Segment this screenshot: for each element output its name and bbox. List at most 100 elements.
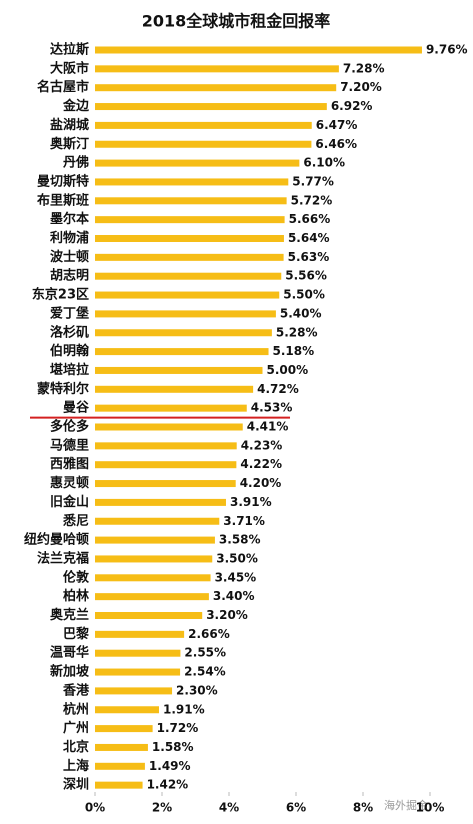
y-tick-label: 蒙特利尔 bbox=[37, 381, 89, 397]
y-tick-label: 法兰克福 bbox=[37, 550, 89, 566]
y-tick-label: 爱丁堡 bbox=[50, 305, 89, 321]
y-tick-label: 洛杉矶 bbox=[50, 324, 89, 340]
value-label: 6.47% bbox=[316, 118, 358, 132]
bar bbox=[95, 781, 143, 789]
bar bbox=[95, 442, 237, 450]
value-label: 3.58% bbox=[219, 533, 261, 547]
bar bbox=[95, 536, 215, 544]
y-tick-label: 盐湖城 bbox=[50, 117, 89, 133]
y-tick-label: 曼切斯特 bbox=[37, 173, 89, 189]
bar bbox=[95, 272, 282, 280]
bar bbox=[95, 235, 284, 242]
value-label: 7.20% bbox=[340, 80, 382, 94]
bar bbox=[95, 197, 287, 205]
bar bbox=[95, 593, 209, 601]
value-label: 2.66% bbox=[188, 627, 230, 641]
y-tick-label: 墨尔本 bbox=[50, 211, 89, 227]
x-tick-label: 0% bbox=[85, 801, 105, 815]
bar bbox=[95, 612, 203, 619]
x-tick-label: 2% bbox=[152, 801, 172, 815]
value-label: 5.18% bbox=[273, 344, 315, 358]
y-tick-label: 北京 bbox=[63, 739, 89, 755]
value-label: 1.91% bbox=[163, 702, 205, 716]
y-tick-label: 悉尼 bbox=[62, 513, 89, 529]
value-label: 1.58% bbox=[152, 740, 194, 754]
bar bbox=[95, 649, 181, 657]
y-tick-label: 奥斯汀 bbox=[50, 136, 89, 152]
bar bbox=[95, 84, 337, 92]
y-tick-label: 名古屋市 bbox=[37, 79, 89, 95]
bar bbox=[95, 706, 159, 714]
bar bbox=[95, 461, 237, 469]
bar bbox=[95, 159, 300, 167]
value-label: 5.72% bbox=[291, 193, 333, 207]
value-label: 2.55% bbox=[184, 646, 226, 660]
y-tick-label: 香港 bbox=[62, 682, 90, 698]
bar bbox=[95, 216, 285, 224]
bar bbox=[95, 310, 276, 318]
value-label: 3.91% bbox=[230, 495, 272, 509]
y-tick-label: 波士顿 bbox=[50, 249, 89, 265]
bar bbox=[95, 423, 243, 431]
y-tick-label: 伯明翰 bbox=[50, 343, 90, 359]
y-tick-label: 东京23区 bbox=[32, 287, 89, 303]
value-label: 5.77% bbox=[292, 174, 334, 188]
y-tick-label: 巴黎 bbox=[63, 626, 89, 642]
value-label: 1.49% bbox=[149, 759, 191, 773]
y-tick-label: 新加坡 bbox=[50, 664, 90, 680]
bar bbox=[95, 725, 153, 733]
watermark: 海外掘金 bbox=[384, 798, 428, 812]
bar bbox=[95, 668, 181, 676]
bar bbox=[95, 65, 339, 73]
x-tick-label: 8% bbox=[353, 801, 373, 815]
y-tick-label: 丹佛 bbox=[63, 155, 89, 171]
bar bbox=[95, 348, 269, 356]
y-tick-label: 利物浦 bbox=[50, 230, 89, 246]
bar bbox=[95, 46, 422, 54]
value-label: 5.28% bbox=[276, 325, 318, 339]
bar bbox=[95, 121, 312, 129]
value-label: 2.54% bbox=[184, 665, 226, 679]
value-label: 5.56% bbox=[285, 269, 327, 283]
y-tick-label: 奥克兰 bbox=[50, 607, 89, 623]
bar bbox=[95, 178, 289, 186]
bar bbox=[95, 762, 145, 770]
bar bbox=[95, 140, 312, 148]
bar bbox=[95, 253, 284, 261]
y-tick-label: 布里斯班 bbox=[37, 192, 89, 208]
y-tick-label: 胡志明 bbox=[50, 268, 89, 284]
y-tick-label: 惠灵顿 bbox=[50, 475, 89, 491]
y-tick-label: 大阪市 bbox=[50, 60, 89, 76]
value-label: 1.42% bbox=[147, 778, 189, 792]
value-label: 5.40% bbox=[280, 306, 322, 320]
value-label: 1.72% bbox=[157, 721, 199, 735]
y-tick-label: 广州 bbox=[63, 720, 89, 736]
value-label: 6.46% bbox=[315, 137, 357, 151]
bar bbox=[95, 498, 226, 506]
y-tick-label: 马德里 bbox=[50, 437, 89, 453]
value-label: 3.20% bbox=[206, 608, 248, 622]
bar bbox=[95, 687, 173, 695]
value-label: 7.28% bbox=[343, 61, 385, 75]
value-label: 5.63% bbox=[288, 250, 330, 264]
value-label: 4.22% bbox=[240, 457, 282, 471]
y-tick-label: 达拉斯 bbox=[50, 42, 89, 58]
value-label: 3.71% bbox=[223, 514, 265, 528]
value-label: 2.30% bbox=[176, 683, 218, 697]
bar bbox=[95, 103, 327, 111]
value-label: 5.66% bbox=[289, 212, 331, 226]
y-tick-label: 金边 bbox=[62, 98, 90, 114]
y-tick-label: 柏林 bbox=[63, 588, 89, 604]
value-label: 9.76% bbox=[426, 43, 468, 57]
bar bbox=[95, 385, 254, 393]
y-tick-label: 温哥华 bbox=[50, 645, 89, 661]
y-tick-label: 多伦多 bbox=[50, 419, 89, 435]
value-label: 4.53% bbox=[251, 401, 293, 415]
value-label: 6.92% bbox=[331, 99, 373, 113]
value-label: 5.64% bbox=[288, 231, 330, 245]
x-tick-label: 6% bbox=[286, 801, 306, 815]
y-tick-label: 杭州 bbox=[63, 701, 89, 717]
bar bbox=[95, 574, 211, 582]
